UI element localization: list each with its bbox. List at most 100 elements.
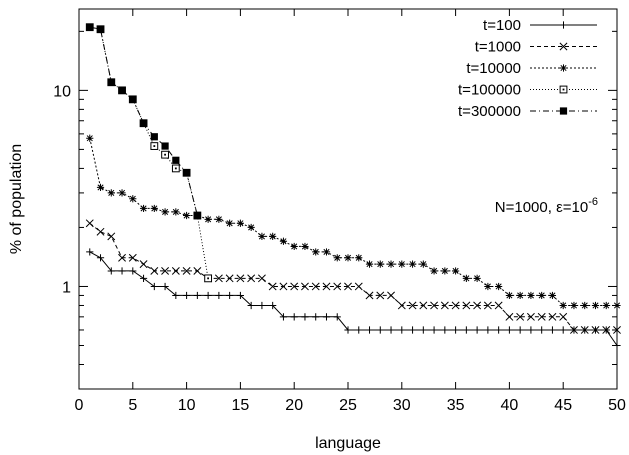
data-point [161,266,170,275]
data-point [376,326,384,334]
annotation-text: N=1000, ε=10 [495,199,588,216]
data-point [247,301,255,310]
data-point [398,260,406,268]
annotation-exponent: -6 [588,196,598,208]
data-point [182,266,191,275]
data-point [581,301,589,310]
data-point [559,326,567,334]
data-point [312,313,320,321]
x-tick-label: 15 [232,397,250,414]
data-point [397,301,406,310]
series-t-300000 [86,23,201,220]
data-point [118,189,126,197]
data-point [452,267,460,275]
data-point [236,219,244,227]
legend-label-t-300000: t=300000 [458,103,521,120]
data-point [161,282,169,291]
y-tick-label: 10 [53,83,71,100]
x-tick-label: 30 [393,397,411,414]
x-tick-label: 10 [178,397,196,414]
data-point [311,282,320,291]
y-axis-label: % of population [8,144,25,254]
data-point [279,237,288,245]
data-point [333,254,341,262]
data-point [440,301,449,310]
series-line-t-10000 [89,138,617,306]
data-point [268,282,277,291]
data-point [462,274,470,282]
x-tick-label: 20 [285,397,303,414]
data-point [161,142,169,150]
data-point [580,326,589,334]
y-tick-label: 1 [62,279,71,296]
data-point [387,260,395,268]
data-point [548,312,557,321]
data-point [462,301,471,310]
data-point [430,267,438,275]
data-point [96,183,105,192]
data-point [301,313,309,321]
series-line-t-100 [89,251,618,346]
legend-label-t-100: t=100 [483,17,521,34]
data-point [559,312,568,321]
data-point [548,291,557,300]
legend-label-t-10000: t=10000 [466,60,521,77]
series-t-10000 [86,134,621,310]
data-point [215,215,223,223]
data-point [258,301,266,310]
data-point [408,301,417,310]
data-point [538,291,546,300]
data-point [355,326,363,334]
data-point [86,134,94,142]
data-point [613,341,621,350]
data-point [570,326,578,334]
data-point [527,291,535,300]
data-point [452,326,460,334]
data-point [408,326,417,334]
data-point [269,232,277,241]
data-point [355,254,363,262]
legend-label-t-100000: t=100000 [458,82,521,99]
data-point [322,313,331,321]
legend-label-t-1000: t=1000 [475,39,521,56]
data-point [215,291,223,300]
data-point [548,326,557,334]
data-point [376,260,384,268]
data-point [279,313,288,321]
data-point [473,326,481,334]
x-tick-label: 25 [339,397,357,414]
data-point [419,260,427,268]
legend-marker-t-1000 [559,42,568,51]
data-point [495,326,503,334]
data-point [430,326,438,334]
x-tick-label: 35 [447,397,465,414]
data-point-center [207,277,210,280]
data-point [129,195,137,203]
data-point [365,326,374,334]
y-axis-ticks: 1 10 [53,30,617,390]
data-point [537,312,546,321]
data-point [204,215,212,223]
series-line-t-100000 [89,26,209,279]
data-point [290,282,299,291]
data-point [86,248,94,256]
data-point [193,211,201,220]
data-point [333,282,342,291]
series-t-100000 [85,23,213,283]
data-point [301,282,309,291]
data-point [150,266,159,275]
data-point [193,266,202,275]
data-point [483,301,492,310]
data-point [365,260,374,268]
data-point [183,169,191,177]
data-point [96,227,105,236]
data-point [183,211,191,220]
data-point [301,242,309,251]
data-point [290,242,298,251]
data-point [322,282,331,291]
data-point [139,204,148,213]
data-point [516,326,524,334]
data-point [150,133,158,141]
parameter-annotation: N=1000, ε=10-6 [495,196,598,216]
